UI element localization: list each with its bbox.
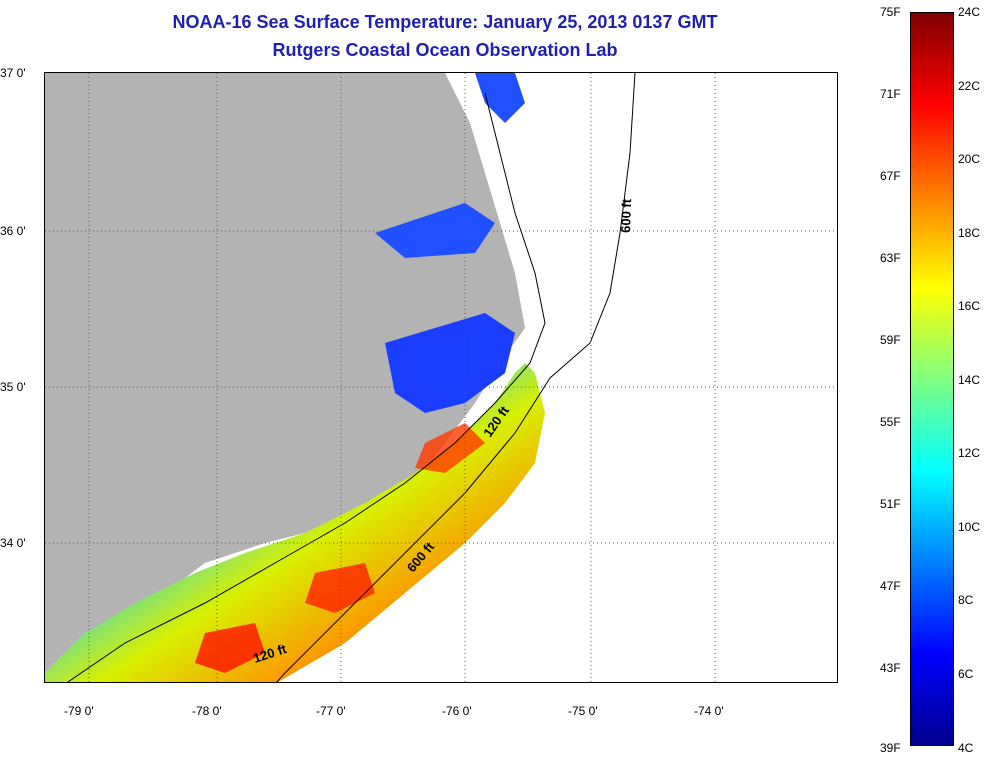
lat-label-34: 34 0' — [0, 536, 26, 550]
chart-subtitle: Rutgers Coastal Ocean Observation Lab — [272, 40, 618, 60]
colorbar-f-label: 67F — [880, 169, 901, 183]
colorbar-c-label: 18C — [958, 226, 981, 240]
colorbar-c-label: 24C — [958, 5, 981, 19]
temperature-colorbar — [910, 12, 954, 746]
map-canvas: 600 ft 120 ft 600 ft 120 ft — [45, 73, 837, 682]
colorbar-f-label: 43F — [880, 661, 901, 675]
lon-label-79: -79 0' — [64, 704, 94, 718]
colorbar-c-label: 14C — [958, 373, 981, 387]
lat-label-36: 36 0' — [0, 224, 26, 238]
colorbar-f-label: 47F — [880, 579, 901, 593]
lat-label-35: 35 0' — [0, 380, 26, 394]
colorbar-c-label: 6C — [958, 667, 974, 681]
lon-label-77: -77 0' — [316, 704, 346, 718]
contour-label-600ft-north: 600 ft — [618, 198, 634, 233]
graticule — [45, 73, 837, 682]
gulf-stream-warm-patch — [195, 623, 265, 673]
chart-title: NOAA-16 Sea Surface Temperature: January… — [172, 12, 718, 32]
lon-label-74: -74 0' — [694, 704, 724, 718]
sst-swath — [45, 363, 545, 682]
isobath-600ft — [276, 73, 636, 682]
lat-label-37: 37 0' — [0, 66, 26, 80]
colorbar-f-label: 55F — [880, 415, 901, 429]
colorbar-f-label: 71F — [880, 87, 901, 101]
lon-label-78: -78 0' — [192, 704, 222, 718]
lon-label-76: -76 0' — [442, 704, 472, 718]
colorbar-c-label: 8C — [958, 593, 974, 607]
colorbar-c-label: 16C — [958, 299, 981, 313]
colorbar-f-label: 39F — [880, 741, 901, 755]
colorbar-c-label: 12C — [958, 446, 981, 460]
colorbar-f-label: 75F — [880, 5, 901, 19]
colorbar-c-label: 20C — [958, 152, 981, 166]
colorbar-f-label: 59F — [880, 333, 901, 347]
albemarle-sound — [375, 203, 495, 258]
colorbar-f-label: 63F — [880, 251, 901, 265]
sst-map: 600 ft 120 ft 600 ft 120 ft — [44, 72, 838, 683]
colorbar-f-label: 51F — [880, 497, 901, 511]
isobath-120ft — [67, 92, 546, 682]
chesapeake-mouth — [475, 73, 525, 123]
pamlico-sound — [385, 313, 515, 413]
colorbar-c-label: 4C — [958, 741, 974, 755]
lon-label-75: -75 0' — [568, 704, 598, 718]
colorbar-c-label: 22C — [958, 79, 981, 93]
colorbar-c-label: 10C — [958, 520, 981, 534]
